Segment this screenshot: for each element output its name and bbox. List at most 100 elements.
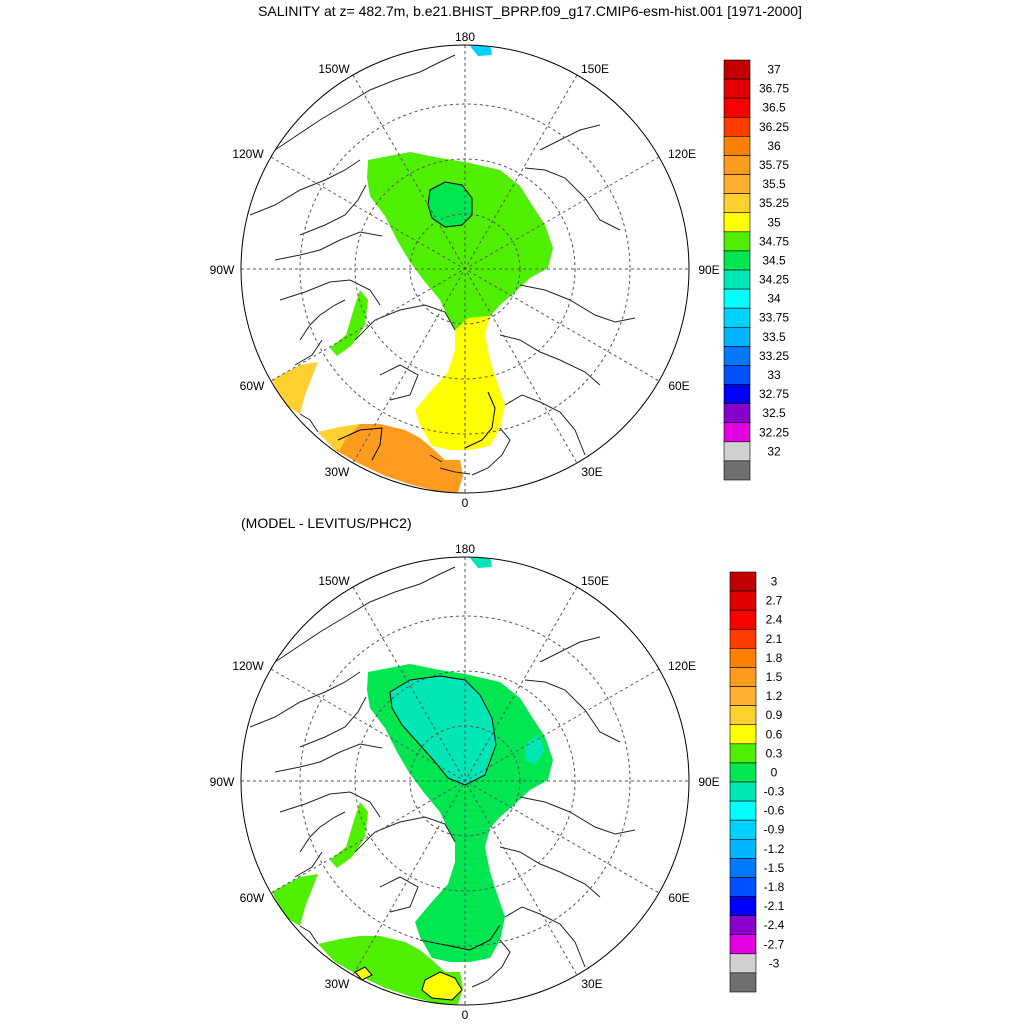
top-colorbar-swatch-6 (723, 174, 751, 194)
top-colorbar-swatch-14 (723, 326, 751, 347)
top-colorbar-swatch-3 (723, 116, 751, 137)
top-colorbar-swatch-13 (723, 307, 751, 328)
top-colorbar-swatch-0 (723, 59, 751, 80)
bottom-colorbar-swatch-14 (729, 838, 757, 859)
bottom-lon-label-90w: 90W (210, 775, 235, 789)
bottom-colorbar-level-label-1: 2.7 (766, 594, 783, 608)
top-colorbar-level-label-19: 32.25 (759, 425, 789, 439)
bottom-colorbar-swatch-4 (729, 648, 757, 668)
bottom-lon-label-150w: 150W (318, 574, 350, 588)
top-region-baffin-bay (330, 290, 368, 356)
top-lon-label-150w: 150W (318, 62, 350, 76)
bottom-colorbar-swatch-10 (729, 762, 757, 783)
top-colorbar-level-label-9: 34.75 (759, 234, 789, 248)
bottom-colorbar-level-label-11: -0.3 (764, 785, 785, 799)
bottom-colorbar-swatch-12 (729, 800, 757, 821)
bottom-colorbar-level-label-3: 2.1 (766, 632, 783, 646)
top-lon-label-150e: 150E (581, 62, 609, 76)
top-colorbar-swatch-5 (723, 155, 751, 175)
bottom-colorbar-swatch-15 (729, 858, 757, 878)
bottom-colorbar-level-label-18: -2.4 (764, 918, 785, 932)
top-colorbar-swatch-12 (723, 288, 751, 309)
bottom-region-nordic-contour (419, 924, 501, 951)
top-colorbar-level-label-15: 33.25 (759, 349, 789, 363)
top-lon-label-180: 180 (455, 30, 475, 44)
top-colorbar-swatch-7 (723, 193, 751, 214)
bottom-colorbar-level-label-17: -2.1 (764, 899, 785, 913)
top-region-bering (470, 45, 492, 56)
bottom-colorbar-level-label-10: 0 (771, 765, 778, 779)
top-colorbar-swatch-1 (723, 78, 751, 99)
bottom-colorbar-level-label-13: -0.9 (764, 823, 785, 837)
bottom-colorbar-swatch-5 (729, 667, 757, 687)
bottom-region-small-yellow (354, 966, 373, 981)
bottom-colorbar-level-label-20: -3 (769, 956, 780, 970)
top-colorbar-level-label-14: 33.5 (762, 330, 786, 344)
bottom-colorbar-level-label-8: 0.6 (766, 727, 783, 741)
top-region-nordic-contour (464, 391, 496, 449)
bottom-colorbar-swatch-7 (729, 705, 757, 726)
bottom-colorbar-level-label-4: 1.8 (766, 651, 783, 665)
bottom-region-bering (470, 557, 492, 568)
top-colorbar-swatch-21 (723, 460, 751, 481)
top-colorbar-swatch-9 (723, 231, 751, 252)
bottom-lon-labels: 180 150E 120E 90E 60E 30E 0 30W 60W 90W … (210, 542, 720, 1022)
bottom-colorbar-swatch-2 (729, 609, 757, 630)
top-map-border (240, 44, 690, 494)
bottom-lon-label-30w: 30W (325, 977, 350, 991)
top-colorbar-swatch-16 (723, 365, 751, 385)
bottom-lon-label-30e: 30E (581, 977, 602, 991)
top-region-atlantic-yellow-band (318, 424, 360, 450)
bottom-lon-label-150e: 150E (581, 574, 609, 588)
top-lon-label-90e: 90E (698, 263, 719, 277)
top-colorbar-level-label-11: 34.25 (759, 273, 789, 287)
bottom-colorbar-swatch-9 (729, 743, 757, 764)
bottom-colorbar-level-label-16: -1.8 (764, 880, 785, 894)
top-region-nordic-seas (415, 316, 505, 450)
top-colorbar-swatch-15 (723, 346, 751, 366)
top-colorbar-level-label-0: 37 (767, 63, 781, 77)
bottom-colorbar-swatch-13 (729, 819, 757, 840)
bottom-colorbar-level-label-14: -1.2 (764, 842, 785, 856)
bottom-colorbar-swatch-11 (729, 781, 757, 802)
bottom-panel-title: (MODEL - LEVITUS/PHC2) (241, 515, 412, 531)
bottom-colorbar: 3 2.7 2.4 2.1 1.8 1.5 1.2 0.9 0.6 0.3 0 -0.3 -0.6 -0.… (729, 571, 785, 993)
bottom-lon-label-90e: 90E (698, 775, 719, 789)
top-colorbar-swatch-10 (723, 250, 751, 271)
bottom-colorbar-swatch-0 (729, 571, 757, 592)
top-colorbar-swatch-18 (723, 403, 751, 424)
bottom-lon-label-0: 0 (462, 1008, 469, 1022)
top-colorbar-level-label-5: 35.75 (759, 158, 789, 172)
top-region-north-atlantic (318, 424, 463, 492)
bottom-colorbar-level-label-19: -2.7 (764, 937, 785, 951)
bottom-lon-label-60e: 60E (668, 891, 689, 905)
top-map (241, 45, 689, 493)
bottom-colorbar-swatch-16 (729, 877, 757, 897)
bottom-colorbar-swatch-17 (729, 896, 757, 916)
top-panel-title: SALINITY at z= 482.7m, b.e21.BHIST_BPRP.… (258, 3, 802, 19)
top-colorbar-level-label-7: 35.25 (759, 196, 789, 210)
bottom-colorbar-level-label-6: 1.2 (766, 689, 783, 703)
bottom-colorbar-level-label-12: -0.6 (764, 804, 785, 818)
top-colorbar-swatch-20 (723, 441, 751, 462)
top-colorbar: 37 36.75 36.5 36.25 36 35.75 35.5 35.25 35 34.75 3… (723, 59, 789, 481)
bottom-colorbar-swatch-19 (729, 934, 757, 955)
top-colorbar-level-label-1: 36.75 (759, 82, 789, 96)
bottom-region-iceland-faroe-anomaly (421, 971, 463, 1001)
bottom-colorbar-level-label-15: -1.5 (764, 861, 785, 875)
bottom-lon-label-180: 180 (455, 542, 475, 556)
bottom-colorbar-swatch-20 (729, 953, 757, 974)
bottom-region-nordic-seas (415, 828, 505, 962)
top-lon-label-30e: 30E (581, 465, 602, 479)
bottom-colorbar-swatch-1 (729, 590, 757, 611)
top-lon-label-0: 0 (462, 496, 469, 510)
top-colorbar-level-label-2: 36.5 (762, 101, 786, 115)
bottom-map-border (240, 556, 690, 1006)
bottom-colorbar-swatch-21 (729, 972, 757, 993)
bottom-colorbar-swatch-18 (729, 915, 757, 936)
top-colorbar-level-label-17: 32.75 (759, 387, 789, 401)
bottom-lon-label-120e: 120E (668, 659, 696, 673)
top-colorbar-level-label-4: 36 (767, 139, 781, 153)
